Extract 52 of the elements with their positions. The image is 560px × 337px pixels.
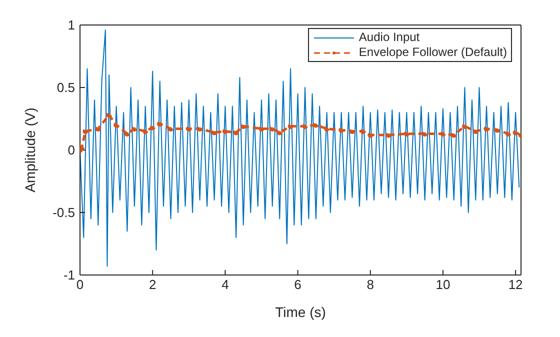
- x-tick-label: 12: [508, 277, 523, 292]
- point: [302, 124, 308, 129]
- point: [186, 126, 192, 132]
- x-tick-label: 8: [366, 277, 374, 292]
- point: [240, 124, 246, 129]
- point: [506, 131, 512, 136]
- point: [106, 112, 112, 118]
- point: [197, 126, 203, 132]
- y-tick-label: 1: [68, 18, 75, 33]
- point: [142, 128, 148, 134]
- point: [258, 126, 264, 132]
- point: [288, 124, 294, 129]
- point: [150, 124, 156, 130]
- y-tick-label: 0: [68, 142, 75, 158]
- point: [168, 126, 174, 132]
- y-axis-title: Amplitude (V): [22, 108, 38, 192]
- point: [462, 124, 468, 129]
- x-axis-title: Time (s): [275, 304, 326, 320]
- point: [360, 128, 366, 134]
- point: [114, 122, 120, 128]
- point: [157, 121, 163, 126]
- x-tick-label: 6: [294, 277, 302, 292]
- point: [313, 122, 319, 128]
- point: [494, 127, 500, 133]
- legend-label: Audio Input: [358, 30, 420, 45]
- point: [233, 130, 239, 136]
- point: [349, 128, 355, 134]
- point: [451, 132, 457, 138]
- point: [440, 131, 446, 136]
- point: [270, 126, 276, 132]
- point: [222, 128, 228, 134]
- point: [404, 131, 410, 136]
- line-series: [80, 30, 520, 267]
- x-tick-label: 10: [436, 277, 450, 292]
- point: [324, 126, 330, 132]
- point: [80, 144, 85, 150]
- point: [368, 132, 374, 138]
- point: [386, 132, 392, 138]
- point: [212, 130, 218, 136]
- x-tick-label: 2: [148, 277, 156, 292]
- point: [82, 128, 88, 134]
- point: [132, 126, 138, 132]
- point: [422, 131, 428, 136]
- y-tick-label: -1: [63, 268, 75, 283]
- legend-label: Envelope Follower (Default): [358, 45, 507, 60]
- point: [276, 130, 282, 136]
- point: [95, 126, 101, 132]
- y-tick-label: 0.5: [56, 80, 75, 96]
- y-tick-label: -0.5: [52, 205, 75, 220]
- point: [472, 128, 478, 134]
- x-tick-label: 4: [222, 277, 229, 292]
- point: [484, 126, 490, 132]
